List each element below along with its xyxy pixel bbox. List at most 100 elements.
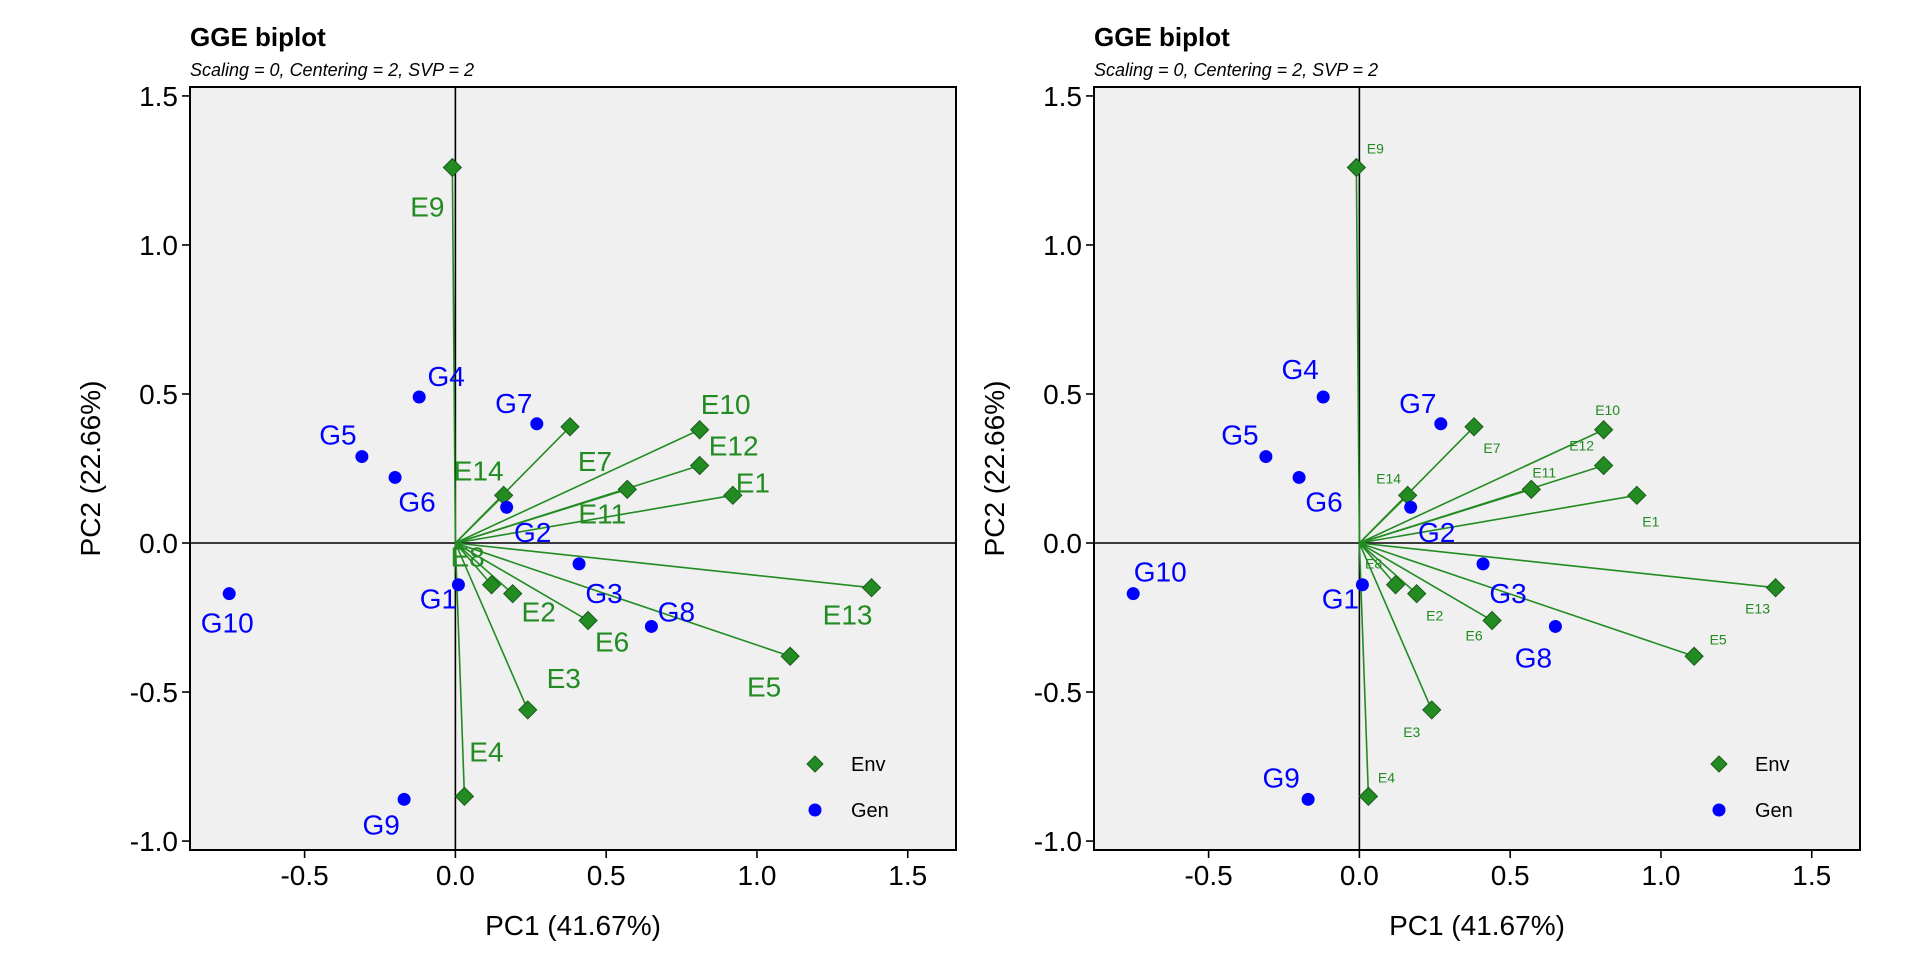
y-axis-title: PC2 (22.66%) — [75, 381, 106, 557]
env-vector — [455, 494, 733, 544]
gen-label: G10 — [201, 608, 254, 639]
biplot-chart-right: -0.5 0.0 0.5 1.0 1.5 -1.0 -0.5 0.0 0.5 1.0 1.5 PC1 … — [979, 81, 1861, 941]
x-axis-title: PC1 (41.67%) — [485, 910, 661, 941]
env-label: E13 — [823, 600, 873, 631]
legend-env-marker — [806, 755, 824, 773]
y-tick-label: 0.0 — [139, 528, 178, 559]
env-vector — [454, 542, 514, 595]
env-label: E13 — [1745, 601, 1770, 617]
y-axis-title: PC2 (22.66%) — [979, 381, 1010, 557]
gen-point — [572, 557, 586, 571]
env-point — [861, 578, 882, 598]
env-label: E3 — [547, 663, 581, 694]
gen-point — [1355, 578, 1369, 592]
env-label: E11 — [578, 498, 626, 529]
gen-point — [1476, 557, 1490, 571]
gen-label: G1 — [420, 584, 457, 615]
env-vector — [1355, 167, 1361, 544]
env-label: E12 — [1569, 438, 1594, 454]
env-label: E5 — [1710, 631, 1727, 647]
env-vector — [1359, 542, 1776, 589]
env-label: E1 — [1642, 513, 1659, 529]
env-label: E6 — [1466, 628, 1483, 644]
gen-point — [355, 450, 369, 464]
biplot-panel-right: GGE biplot Scaling = 0, Centering = 2, S… — [904, 0, 1864, 960]
env-label: E9 — [1367, 140, 1384, 156]
legend-env-marker — [1710, 755, 1728, 773]
gen-label: G4 — [428, 361, 465, 392]
env-vector — [1359, 429, 1604, 544]
plot-area — [1093, 86, 1861, 851]
env-vector — [455, 429, 700, 544]
gen-point — [1404, 500, 1418, 514]
x-tick-label: 1.5 — [888, 860, 927, 891]
env-point — [1385, 575, 1406, 595]
legend-env-label: Env — [1755, 754, 1789, 776]
env-label: E4 — [469, 736, 503, 767]
env-point — [454, 786, 475, 807]
chart-subtitle: Scaling = 0, Centering = 2, SVP = 2 — [190, 60, 475, 80]
y-tick-label: -1.0 — [130, 826, 178, 857]
env-vector — [454, 542, 493, 586]
env-point — [689, 455, 710, 476]
env-point — [1521, 479, 1541, 500]
env-point — [1464, 417, 1484, 437]
env-point — [1346, 157, 1367, 178]
gen-label: G5 — [319, 420, 356, 451]
y-tick-label: 1.0 — [1043, 230, 1082, 261]
env-vector — [1359, 542, 1695, 658]
env-label: E6 — [595, 627, 629, 658]
gen-label: G7 — [495, 388, 532, 419]
env-point — [1627, 485, 1647, 506]
env-vector — [454, 542, 589, 622]
env-point — [1684, 646, 1704, 666]
x-tick-label: 1.5 — [1792, 860, 1831, 891]
x-tick-label: 0.0 — [436, 860, 475, 891]
y-tick-label: -1.0 — [1034, 826, 1082, 857]
plot-area — [189, 86, 957, 851]
env-point — [578, 610, 598, 631]
gen-point — [1316, 390, 1330, 404]
legend-gen-marker — [1712, 803, 1726, 817]
legend-gen-label: Gen — [1755, 800, 1793, 822]
env-vector — [1359, 494, 1637, 544]
x-tick-label: -0.5 — [1184, 860, 1232, 891]
gen-point — [222, 587, 236, 601]
env-label: E11 — [1532, 464, 1556, 480]
env-label: E10 — [701, 389, 751, 420]
env-point — [1593, 455, 1614, 476]
env-point — [481, 575, 502, 595]
env-label: E7 — [578, 446, 612, 477]
env-point — [723, 485, 743, 506]
env-vector — [1358, 494, 1409, 544]
gen-point — [388, 470, 402, 484]
gen-label: G2 — [1418, 517, 1455, 548]
gen-label: G9 — [362, 809, 399, 840]
gen-label: G3 — [585, 578, 622, 609]
gen-point — [1259, 450, 1273, 464]
env-vector — [1358, 542, 1433, 711]
gen-point — [451, 578, 465, 592]
env-vector — [451, 167, 457, 544]
env-label: E4 — [1378, 769, 1395, 785]
env-point — [1358, 786, 1379, 807]
gen-label: G6 — [398, 486, 435, 517]
env-point — [1593, 420, 1614, 440]
y-tick-label: 0.5 — [139, 379, 178, 410]
env-vector — [455, 542, 791, 658]
gen-label: G6 — [1305, 486, 1342, 517]
gen-label: G2 — [514, 517, 551, 548]
x-tick-label: 1.0 — [1641, 860, 1680, 891]
gen-point — [1301, 792, 1315, 806]
y-tick-label: -0.5 — [1034, 677, 1082, 708]
y-tick-label: -0.5 — [130, 677, 178, 708]
env-point — [689, 420, 710, 440]
gen-label: G7 — [1399, 388, 1436, 419]
biplot-panel-left: GGE biplot Scaling = 0, Centering = 2, S… — [75, 22, 957, 941]
env-point — [1406, 583, 1427, 604]
gen-point — [397, 792, 411, 806]
env-vector — [454, 494, 505, 544]
chart-subtitle: Scaling = 0, Centering = 2, SVP = 2 — [1094, 60, 1379, 80]
gen-point — [1434, 417, 1448, 431]
biplot-chart-left: -0.5 0.0 0.5 1.0 1.5 -1.0 -0.5 0.0 0.5 1.0 1.5 PC1 … — [75, 81, 957, 941]
